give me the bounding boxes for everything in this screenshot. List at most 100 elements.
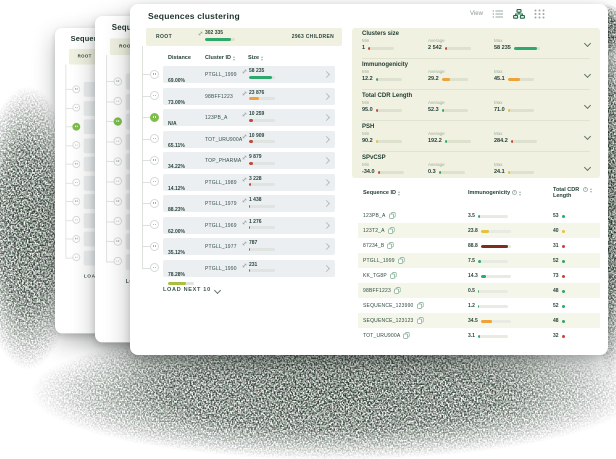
sort-icon[interactable] [590,187,592,193]
sort-icon[interactable] [398,190,401,196]
cluster-row-strip[interactable]: 62.00% PTGLL_1969 1 276 [163,216,335,242]
expand-icon[interactable] [242,155,247,160]
sequence-row[interactable]: SEQUENCE_123123 34.5 48 [358,313,600,328]
chevron-right-icon[interactable] [322,264,331,272]
tree-node-toggle[interactable] [72,215,81,224]
tree-node-toggle[interactable] [113,116,122,126]
column-header-cluster-id[interactable]: Cluster ID [205,55,235,61]
chevron-right-icon[interactable] [322,92,331,100]
info-icon[interactable]: i [512,190,518,195]
tree-node-toggle[interactable] [113,176,122,186]
tree-node-toggle[interactable] [150,155,159,165]
cluster-row-strip[interactable]: 73.00% 98BFF1223 23 876 [163,87,335,113]
sequence-row[interactable]: 87234_B 88.8 31 [358,238,600,253]
chevron-right-icon[interactable] [322,199,331,208]
copy-icon[interactable] [398,257,405,264]
copy-icon[interactable] [387,242,394,249]
cluster-row-strip[interactable]: 34.22% TOP_PHARMA 9 879 [163,152,335,178]
column-header-immunogenicity[interactable]: Immunogenicity i [468,190,522,196]
tree-node-toggle[interactable] [113,216,122,226]
copy-icon[interactable] [416,302,424,309]
column-header-sequence-id[interactable]: Sequence ID [363,190,401,196]
expand-icon[interactable] [242,220,247,225]
expand-icon[interactable] [242,177,247,182]
tree-node-toggle[interactable] [72,159,81,168]
info-icon[interactable]: i [583,187,588,192]
sort-icon[interactable] [519,190,522,196]
expand-icon[interactable] [242,134,247,139]
cluster-row-strip[interactable]: N/A 123PB_A 10 259 [163,109,335,135]
tree-node-toggle[interactable] [150,91,159,100]
chevron-right-icon[interactable] [322,70,331,79]
tree-node-toggle[interactable] [150,241,159,251]
sequence-row[interactable]: KK_TG8P 14.3 73 [358,268,600,283]
cluster-row-strip[interactable]: 35.12% PTGLL_1977 787 [163,238,335,264]
tree-node-toggle[interactable] [113,156,122,166]
tree-node-toggle[interactable] [150,220,159,229]
expand-icon[interactable] [242,69,247,74]
copy-icon[interactable] [387,227,395,234]
sequence-row[interactable]: 98BFF1223 0.5 48 [358,283,600,298]
sequence-row[interactable]: TOT_URU900A 3.1 32 [358,328,600,343]
tree-node-toggle[interactable] [113,96,122,106]
cluster-row-strip[interactable]: 14.12% PTGLL_1989 3 228 [163,173,335,199]
cluster-row-strip[interactable]: 88.23% PTGLL_1979 1 438 [163,195,335,221]
sort-icon[interactable] [261,55,264,61]
tree-node-toggle[interactable] [72,253,81,262]
tree-node-toggle[interactable] [150,177,159,186]
chevron-right-icon[interactable] [322,113,331,122]
chevron-right-icon[interactable] [322,135,331,143]
copy-icon[interactable] [394,287,401,294]
tree-node-toggle[interactable] [150,134,159,143]
tree-node-toggle[interactable] [72,84,81,93]
copy-icon[interactable] [416,317,424,324]
tree-node-toggle[interactable] [150,198,159,208]
column-header-total-cdr-length[interactable]: Total CDR Length i [553,187,597,200]
tree-view-icon[interactable] [512,9,525,19]
sequence-row[interactable]: 123PB_A 3.5 53 [358,208,600,223]
sequence-row[interactable]: 123T2_A 23.8 40 [358,223,600,238]
column-header-size[interactable]: Size [248,55,264,61]
copy-icon[interactable] [403,332,410,339]
sequence-row[interactable]: SEQUENCE_123990 1.2 52 [358,298,600,313]
tree-node-toggle[interactable] [113,136,122,146]
load-more-button[interactable]: LOAD NEXT 10 [163,286,221,294]
tree-node-toggle[interactable] [113,76,122,86]
tree-node-toggle[interactable] [72,122,81,131]
root-bar[interactable]: ROOT 302 335 2963 CHILDREN [146,28,342,46]
list-view-icon[interactable] [492,9,504,19]
cluster-row-strip[interactable]: 78.28% PTGLL_1990 231 [163,259,335,285]
sort-icon[interactable] [232,55,235,61]
sequence-row[interactable]: PTGLL_1999 7.5 52 [358,253,600,268]
tree-node-toggle[interactable] [72,178,81,187]
tree-node-toggle[interactable] [150,112,159,122]
chevron-down-icon[interactable] [583,39,592,48]
expand-icon[interactable] [242,263,247,268]
tree-node-toggle[interactable] [72,197,81,206]
chevron-right-icon[interactable] [322,178,331,186]
chevron-right-icon[interactable] [322,156,331,165]
tree-node-toggle[interactable] [72,141,81,149]
copy-icon[interactable] [388,212,396,219]
tree-node-toggle[interactable] [150,263,159,272]
chevron-down-icon[interactable] [583,70,592,79]
tree-node-toggle[interactable] [113,256,122,266]
cluster-row-strip[interactable]: 69.00% PTGLL_1999 58 235 [163,66,335,92]
chevron-down-icon[interactable] [583,101,592,110]
tree-node-toggle[interactable] [113,196,122,206]
tree-node-toggle[interactable] [113,236,122,246]
tree-node-toggle[interactable] [150,69,159,79]
tree-node-toggle[interactable] [72,103,81,112]
expand-icon[interactable] [242,241,247,246]
expand-icon[interactable] [242,198,247,203]
copy-icon[interactable] [390,272,397,279]
expand-icon[interactable] [242,112,247,117]
expand-icon[interactable] [242,91,247,96]
grid-view-icon[interactable] [534,9,545,19]
cluster-row-strip[interactable]: 65.11% TOT_URU900A 10 909 [163,130,335,156]
chevron-down-icon[interactable] [583,132,592,141]
chevron-right-icon[interactable] [322,221,331,229]
chevron-right-icon[interactable] [322,242,331,251]
tree-node-toggle[interactable] [72,234,81,243]
chevron-down-icon[interactable] [583,163,592,172]
